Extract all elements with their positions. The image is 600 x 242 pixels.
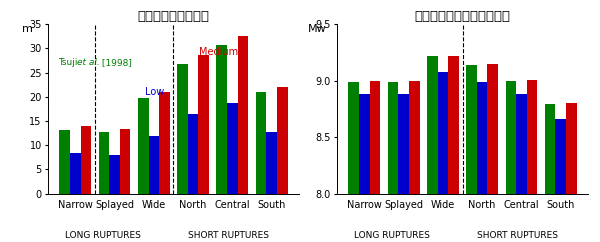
Text: LONG RUPTURES: LONG RUPTURES [355, 231, 430, 240]
Bar [277, 87, 287, 194]
Bar [138, 98, 149, 194]
Text: SHORT RUPTURES: SHORT RUPTURES [188, 231, 269, 240]
Bar [448, 56, 459, 242]
Bar [388, 82, 398, 242]
Bar [177, 64, 188, 194]
Bar [477, 82, 487, 242]
Bar [217, 45, 227, 194]
Bar [59, 130, 70, 194]
Text: Tsuji: Tsuji [58, 58, 80, 67]
Bar [545, 104, 556, 242]
Bar [516, 94, 527, 242]
Text: LONG RUPTURES: LONG RUPTURES [65, 231, 141, 240]
Bar [98, 132, 109, 194]
Bar [527, 80, 538, 242]
Bar [109, 155, 120, 194]
Bar [199, 55, 209, 194]
Bar [227, 103, 238, 194]
Bar [149, 136, 159, 194]
Text: [1998]: [1998] [100, 58, 133, 67]
Bar [370, 81, 380, 242]
Bar [266, 132, 277, 194]
Bar [80, 126, 91, 194]
Bar [398, 94, 409, 242]
Bar [427, 56, 437, 242]
Bar [256, 92, 266, 194]
Bar [487, 64, 498, 242]
Text: et al.: et al. [77, 58, 100, 67]
Title: モーメントマグニチュード: モーメントマグニチュード [415, 10, 511, 23]
Bar [466, 65, 477, 242]
Bar [409, 81, 419, 242]
Bar [238, 36, 248, 194]
Bar [120, 129, 130, 194]
Bar [566, 103, 577, 242]
Bar [70, 153, 80, 194]
Title: 断層全体のすべり量: 断層全体のすべり量 [137, 10, 209, 23]
Y-axis label: m: m [22, 24, 34, 34]
Bar [556, 119, 566, 242]
Text: SHORT RUPTURES: SHORT RUPTURES [477, 231, 558, 240]
Bar [159, 92, 170, 194]
Bar [437, 72, 448, 242]
Bar [349, 82, 359, 242]
Y-axis label: Mw: Mw [308, 24, 326, 34]
Text: Medium: Medium [199, 47, 238, 57]
Bar [506, 81, 516, 242]
Bar [188, 114, 199, 194]
Text: Low: Low [145, 87, 164, 97]
Bar [359, 94, 370, 242]
